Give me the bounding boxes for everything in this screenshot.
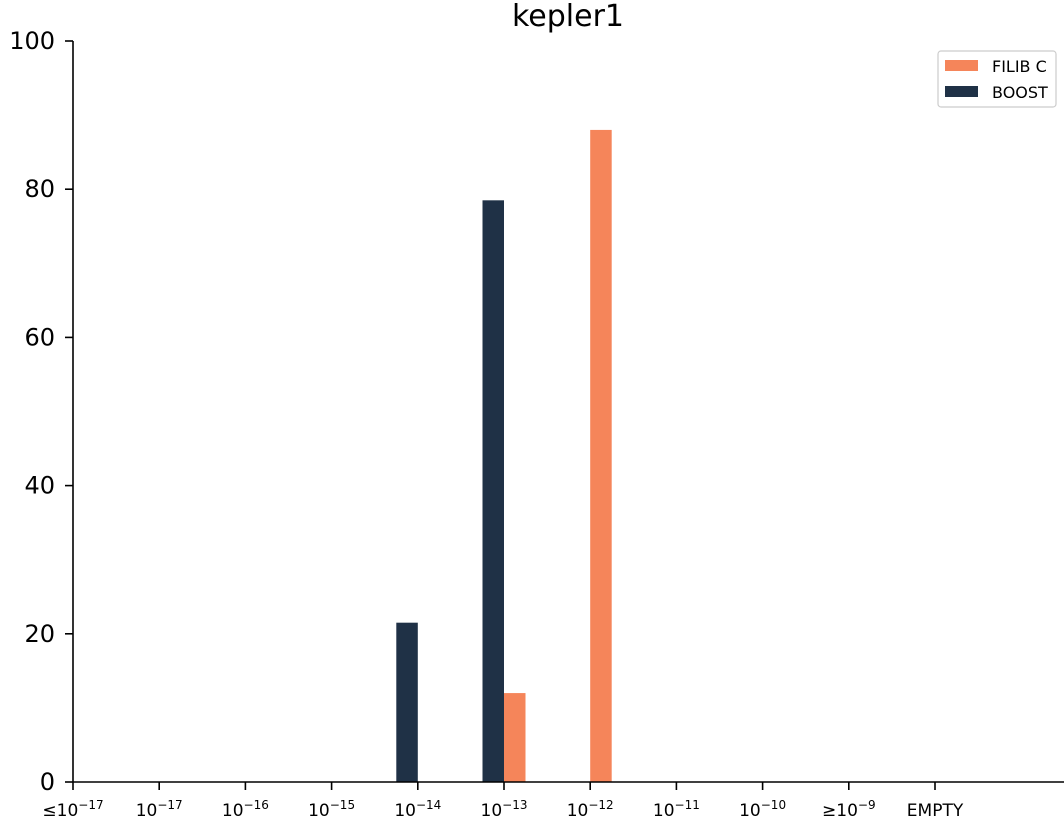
x-tick-label: EMPTY: [907, 801, 964, 821]
bar-boost-4: [396, 622, 418, 782]
legend-label-boost: BOOST: [992, 83, 1048, 102]
chart-title: kepler1: [512, 0, 624, 34]
x-tick-label: 10−17: [136, 798, 183, 821]
x-tick-label: ≥10−9: [822, 798, 876, 821]
bar-filib-c-5: [504, 693, 526, 782]
bar-filib-c-6: [590, 129, 612, 783]
legend-swatch-boost: [945, 86, 978, 97]
bar-boost-5: [482, 200, 504, 782]
legend: FILIB C BOOST: [937, 50, 1057, 108]
y-tick-label: 60: [24, 323, 55, 351]
x-tick-label: 10−16: [222, 798, 269, 821]
x-ticks-group: ≤10−17 10−17 10−16 10−15 10−14 10−13 10−12 10−1…: [42, 782, 964, 821]
y-ticks-group: 0 20 40 60 80 100: [9, 27, 73, 796]
legend-swatch-filib-c: [945, 60, 978, 71]
y-tick-label: 100: [9, 27, 55, 55]
x-tick-label: 10−12: [567, 798, 614, 821]
y-tick-label: 80: [24, 175, 55, 203]
y-tick-label: 20: [24, 620, 55, 648]
x-tick-label: 10−13: [481, 798, 528, 821]
bars-group: [396, 129, 612, 783]
y-tick-label: 0: [40, 768, 55, 796]
x-tick-label: 10−14: [394, 798, 441, 821]
x-tick-label: 10−15: [308, 798, 355, 821]
x-tick-label: 10−10: [739, 798, 786, 821]
x-tick-label: ≤10−17: [42, 798, 103, 821]
y-tick-label: 40: [24, 472, 55, 500]
x-tick-label: 10−11: [653, 798, 700, 821]
legend-label-filib-c: FILIB C: [992, 57, 1047, 76]
